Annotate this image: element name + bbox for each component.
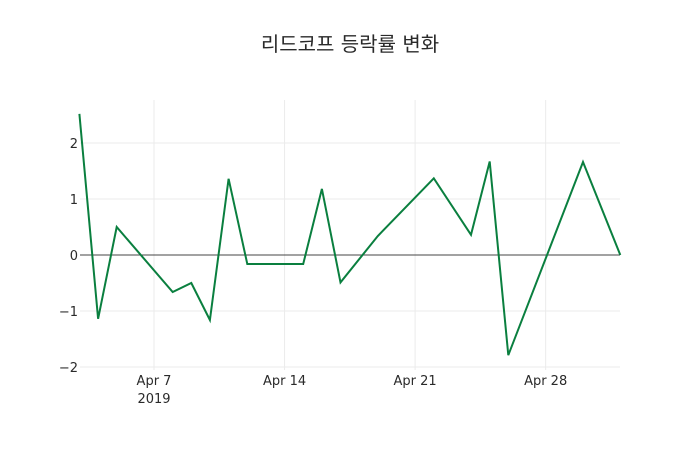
y-tick-label: −1 <box>59 305 78 320</box>
chart-title: 리드코프 등락률 변화 <box>260 32 440 56</box>
y-tick-label: 2 <box>70 137 78 152</box>
data-line <box>78 113 622 356</box>
y-tick-label: 1 <box>70 193 78 208</box>
y-tick-label: −2 <box>59 361 78 376</box>
x-tick-label: Apr 7 <box>137 374 172 389</box>
x-tick-label: Apr 21 <box>394 374 437 389</box>
x-tick-label: Apr 28 <box>524 374 567 389</box>
x-tick-label: Apr 14 <box>263 374 306 389</box>
y-tick-label: 0 <box>70 249 78 264</box>
x-tick-year-label: 2019 <box>137 392 170 407</box>
